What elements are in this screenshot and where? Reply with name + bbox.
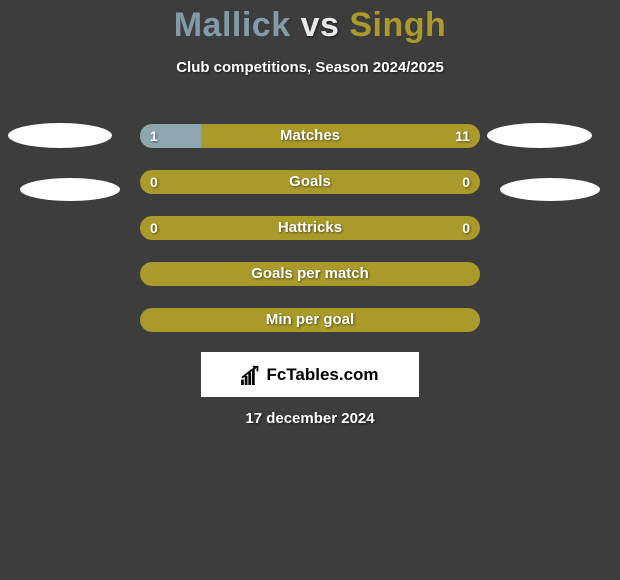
stat-bar: Min per goal (140, 308, 480, 332)
stat-label: Hattricks (140, 216, 480, 240)
stat-value-right: 0 (462, 170, 470, 194)
stat-bar: Matches111 (140, 124, 480, 148)
stat-bar: Goals0 0 (140, 170, 480, 194)
stat-bar: Hattricks0 0 (140, 216, 480, 240)
stat-row: Min per goal (0, 308, 620, 354)
stat-value-right: 0 (462, 216, 470, 240)
stat-row: Goals per match (0, 262, 620, 308)
fctables-icon (241, 365, 263, 385)
stat-label: Goals (140, 170, 480, 194)
player1-name: Mallick (174, 6, 291, 44)
stat-label: Min per goal (140, 308, 480, 332)
stat-value-right: 11 (455, 124, 470, 148)
vs-text: vs (301, 6, 340, 44)
player-badge-ellipse (20, 178, 120, 201)
player2-name: Singh (349, 6, 446, 44)
stat-rows: Matches111Goals00Hattricks00Goals per ma… (0, 124, 620, 354)
stat-value-left: 1 (150, 124, 158, 148)
player-badge-ellipse (500, 178, 600, 201)
stat-value-left: 0 (150, 216, 158, 240)
comparison-card: Mallick vs Singh Club competitions, Seas… (0, 0, 620, 580)
source-logo: FcTables.com (201, 352, 419, 397)
player-badge-ellipse (8, 123, 112, 148)
date-text: 17 december 2024 (0, 410, 620, 427)
stat-row: Hattricks0 0 (0, 216, 620, 262)
stat-bar: Goals per match (140, 262, 480, 286)
stat-value-left: 0 (150, 170, 158, 194)
stat-label: Goals per match (140, 262, 480, 286)
page-title: Mallick vs Singh (0, 0, 620, 45)
stat-label: Matches (140, 124, 480, 148)
player-badge-ellipse (487, 123, 592, 148)
logo-text: FcTables.com (266, 365, 378, 385)
subtitle: Club competitions, Season 2024/2025 (0, 59, 620, 76)
